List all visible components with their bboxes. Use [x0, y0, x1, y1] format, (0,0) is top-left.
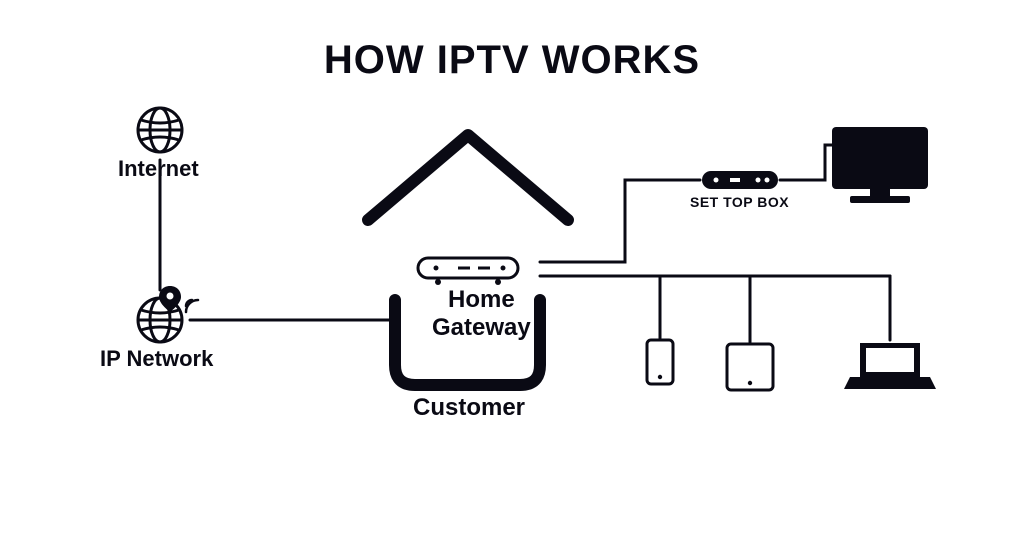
tv-icon [832, 127, 928, 203]
wifi-icon [186, 300, 198, 312]
house-roof [368, 135, 568, 220]
ipnetwork-globe-icon [138, 286, 198, 342]
internet-globe-icon [138, 108, 182, 152]
settopbox-label: SET TOP BOX [690, 194, 789, 210]
diagram-canvas [0, 0, 1024, 536]
laptop-icon [844, 343, 936, 389]
gateway-label: Home Gateway [432, 286, 531, 341]
internet-label: Internet [118, 156, 199, 182]
ipnetwork-label: IP Network [100, 346, 213, 372]
customer-label: Customer [413, 394, 525, 422]
gateway-label-line2: Gateway [432, 314, 531, 341]
router-icon [418, 258, 518, 285]
gateway-label-line1: Home [448, 286, 515, 313]
tablet-icon [727, 344, 773, 390]
phone-icon [647, 340, 673, 384]
house-icon [368, 135, 568, 385]
settopbox-icon [702, 171, 778, 189]
